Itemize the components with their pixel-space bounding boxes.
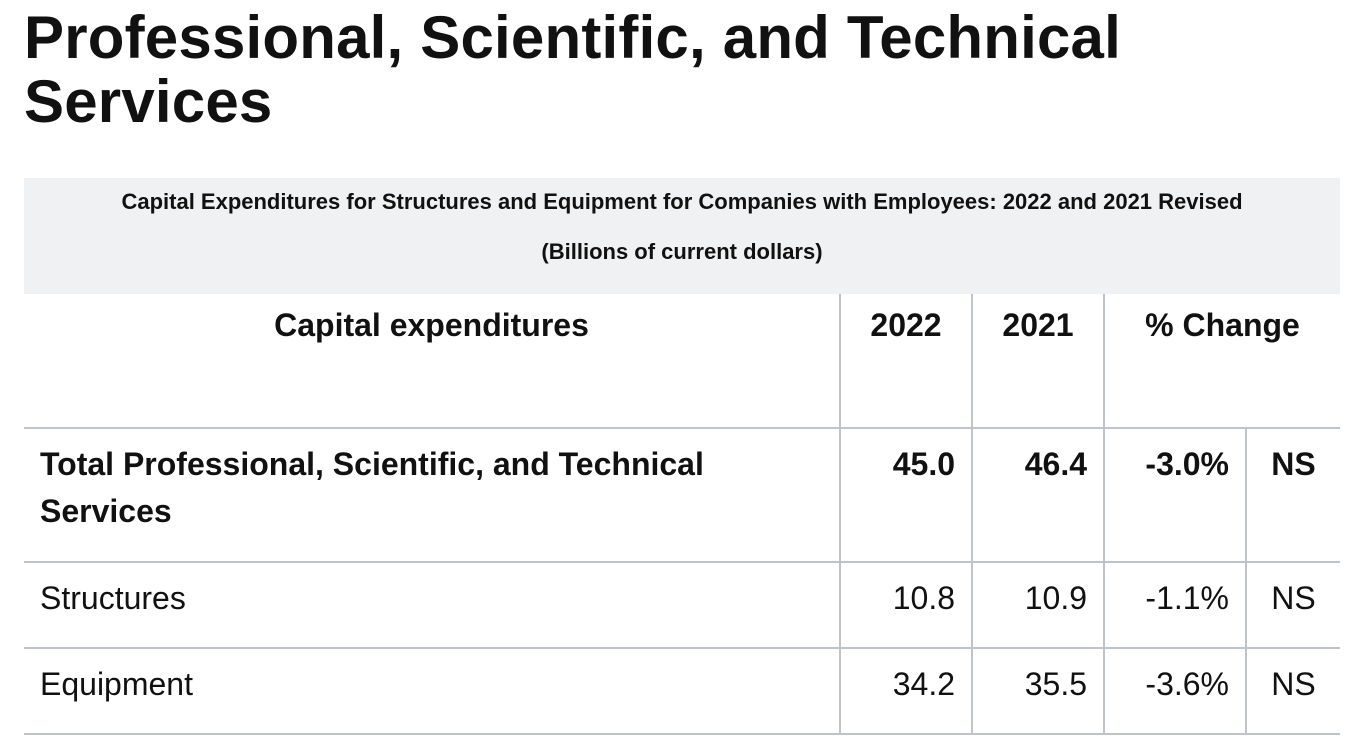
cell-2021: 46.4 xyxy=(971,428,1104,563)
cell-2021: 35.5 xyxy=(971,648,1104,735)
header-percent-change: % Change xyxy=(1103,294,1340,429)
table-caption-title: Capital Expenditures for Structures and … xyxy=(121,189,1243,214)
header-capital-expenditures: Capital expenditures xyxy=(24,294,840,429)
table-row-structures: Structures 10.8 10.9 -1.1% NS xyxy=(24,562,1340,649)
table-row-total: Total Professional, Scientific, and Tech… xyxy=(24,428,1340,563)
cell-significance: NS xyxy=(1245,428,1340,563)
row-label: Equipment xyxy=(24,648,840,735)
page-title: Professional, Scientific, and Technical … xyxy=(24,4,1121,135)
header-2021: 2021 xyxy=(971,294,1104,429)
row-label: Structures xyxy=(24,562,840,649)
row-label: Total Professional, Scientific, and Tech… xyxy=(24,428,840,563)
capital-expenditures-table: Capital Expenditures for Structures and … xyxy=(24,178,1340,735)
table-caption-units: (Billions of current dollars) xyxy=(541,239,823,264)
cell-percent-change: -3.0% xyxy=(1103,428,1246,563)
cell-2021: 10.9 xyxy=(971,562,1104,649)
header-2022: 2022 xyxy=(839,294,972,429)
cell-2022: 45.0 xyxy=(839,428,972,563)
cell-significance: NS xyxy=(1245,562,1340,649)
cell-significance: NS xyxy=(1245,648,1340,735)
cell-percent-change: -1.1% xyxy=(1103,562,1246,649)
cell-percent-change: -3.6% xyxy=(1103,648,1246,735)
capital-expenditures-table-container: Capital Expenditures for Structures and … xyxy=(24,178,1340,735)
cell-2022: 10.8 xyxy=(839,562,972,649)
table-row-equipment: Equipment 34.2 35.5 -3.6% NS xyxy=(24,648,1340,735)
table-header-row: Capital expenditures 2022 2021 % Change xyxy=(24,294,1340,429)
table-caption: Capital Expenditures for Structures and … xyxy=(24,178,1340,294)
cell-2022: 34.2 xyxy=(839,648,972,735)
